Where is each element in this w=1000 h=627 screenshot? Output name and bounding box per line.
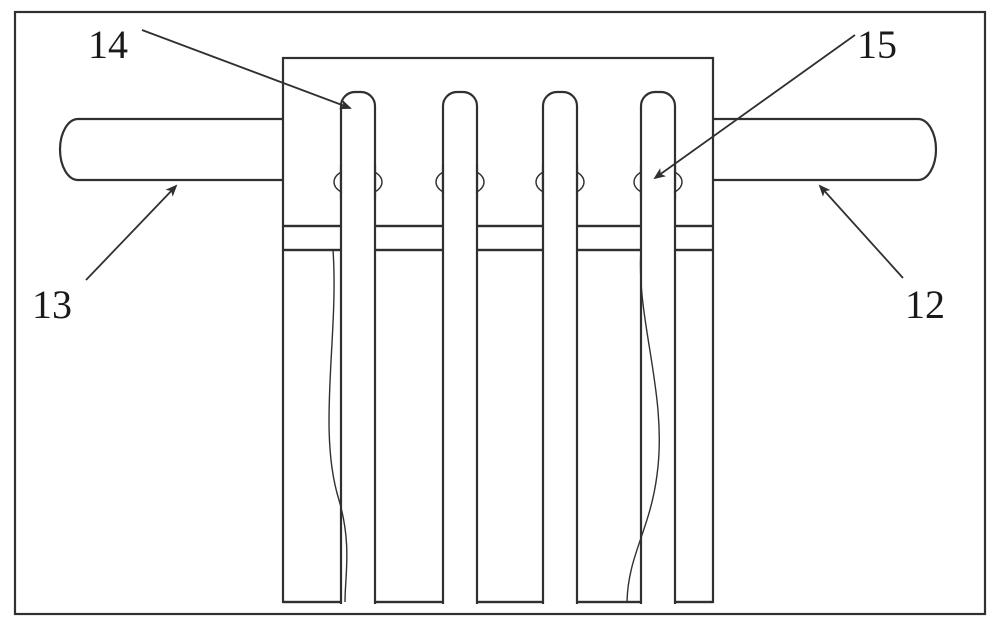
hole-mask-2 <box>444 166 476 198</box>
hole-mask-4 <box>642 166 674 198</box>
label-l14: 14 <box>88 22 128 67</box>
hole-mask-3 <box>544 166 576 198</box>
label-l12: 12 <box>905 282 945 327</box>
right-pipe-cap <box>918 119 936 180</box>
hole-mask-1 <box>342 166 374 198</box>
label-l13: 13 <box>32 282 72 327</box>
label-l15: 15 <box>857 22 897 67</box>
left-pipe-cap <box>60 119 78 180</box>
leader-l12 <box>820 186 903 278</box>
leader-l13 <box>86 186 176 280</box>
